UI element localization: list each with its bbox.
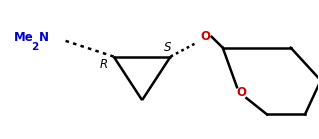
Text: O: O [237, 86, 247, 99]
Text: S: S [164, 41, 171, 54]
Text: R: R [100, 58, 108, 71]
Text: 2: 2 [32, 42, 39, 52]
Text: Me: Me [14, 31, 34, 44]
Text: N: N [39, 31, 49, 44]
Text: O: O [200, 30, 210, 43]
